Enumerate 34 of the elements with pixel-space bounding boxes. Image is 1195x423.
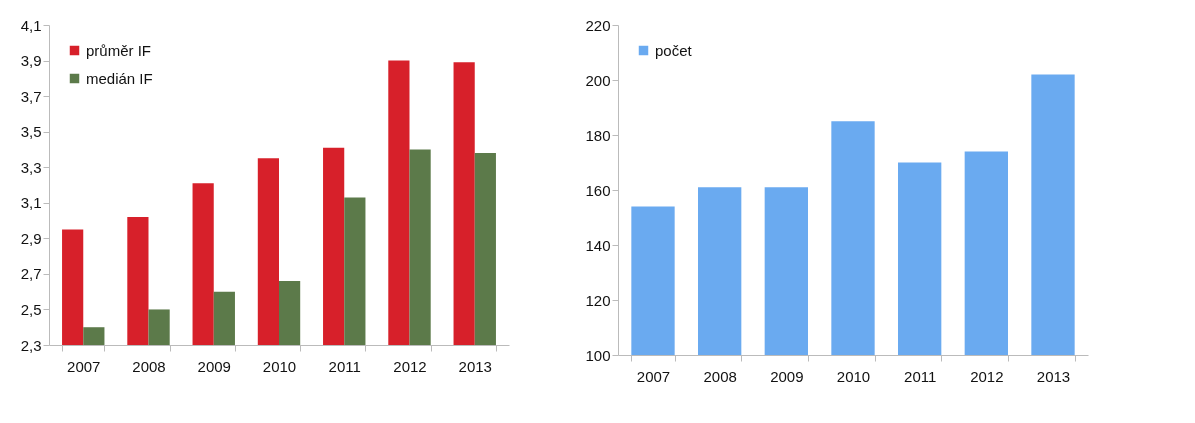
y-tick-label: 4,1 xyxy=(20,16,42,34)
x-tick-label: 2012 xyxy=(393,357,427,375)
y-tick-label: 3,9 xyxy=(20,52,42,70)
y-tick-label: 180 xyxy=(585,126,611,144)
x-tick-label: 2007 xyxy=(67,357,101,375)
x-tick-label: 2007 xyxy=(636,367,671,385)
y-tick-label: 2,3 xyxy=(20,336,42,354)
legend-label: průměr IF xyxy=(86,41,152,59)
x-tick-label: 2010 xyxy=(836,367,871,385)
x-tick-label: 2011 xyxy=(904,367,937,385)
y-tick-label: 2,7 xyxy=(20,265,42,283)
y-tick-label: 200 xyxy=(585,71,611,89)
legend-label: počet xyxy=(655,41,693,59)
y-tick-label: 3,7 xyxy=(20,87,42,105)
y-tick-label: 3,5 xyxy=(20,123,42,141)
x-tick-label: 2008 xyxy=(132,357,166,375)
y-tick-label: 2,9 xyxy=(20,229,42,247)
y-tick-label: 3,1 xyxy=(20,194,42,212)
legend-label: medián IF xyxy=(86,69,153,87)
x-tick-label: 2010 xyxy=(262,357,297,375)
y-tick-label: 160 xyxy=(585,181,611,199)
x-tick-label: 2009 xyxy=(197,357,231,375)
x-tick-label: 2009 xyxy=(770,367,804,385)
x-tick-label: 2008 xyxy=(703,367,737,385)
y-tick-label: 3,3 xyxy=(20,158,42,176)
y-tick-label: 120 xyxy=(585,291,611,309)
x-tick-label: 2012 xyxy=(970,367,1004,385)
x-tick-label: 2013 xyxy=(458,357,492,375)
y-tick-label: 100 xyxy=(585,346,611,364)
x-tick-label: 2011 xyxy=(328,357,361,375)
y-tick-label: 2,5 xyxy=(20,300,42,318)
x-tick-label: 2013 xyxy=(1036,367,1071,385)
y-tick-label: 140 xyxy=(585,236,611,254)
y-tick-label: 220 xyxy=(585,16,611,34)
